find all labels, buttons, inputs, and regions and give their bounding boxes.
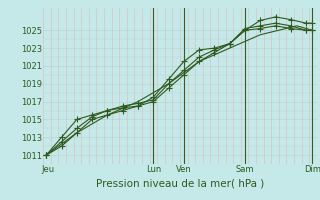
X-axis label: Pression niveau de la mer( hPa ): Pression niveau de la mer( hPa ) bbox=[96, 179, 264, 189]
